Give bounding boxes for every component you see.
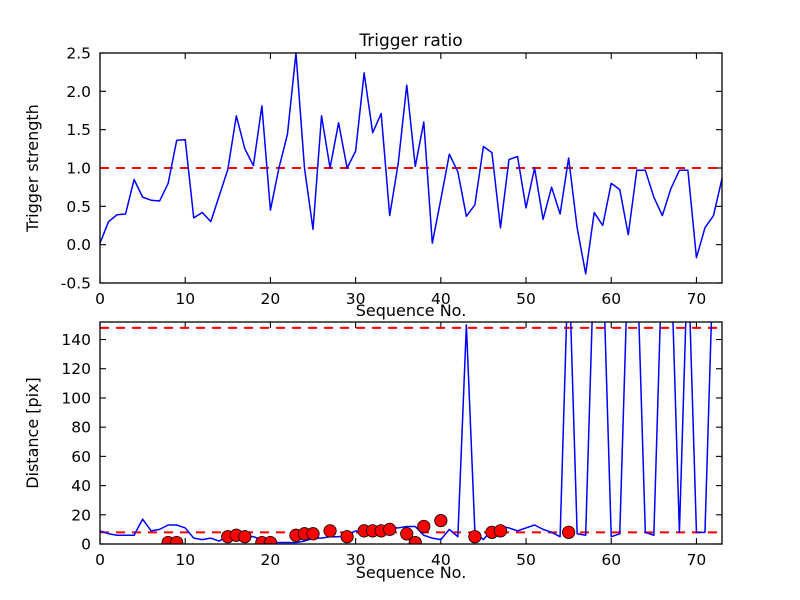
- detection-marker: [468, 530, 482, 544]
- x-axis-label-bottom: Sequence No.: [356, 563, 467, 582]
- x-tick-label: 30: [346, 551, 366, 569]
- x-tick-label: 70: [687, 290, 707, 308]
- y-tick-label: 100: [61, 389, 91, 407]
- x-tick-label: 50: [516, 551, 536, 569]
- x-tick-label: 30: [346, 290, 366, 308]
- detection-marker: [383, 522, 397, 536]
- y-tick-label: -0.5: [61, 275, 91, 293]
- chart-title: Trigger ratio: [358, 31, 462, 51]
- x-tick-label: 40: [431, 551, 451, 569]
- y-axis-label-top: Trigger strength: [23, 104, 42, 233]
- distance-line: [100, 322, 713, 544]
- detection-marker: [400, 527, 414, 541]
- x-tick-label: 50: [516, 290, 536, 308]
- detection-marker: [263, 535, 278, 544]
- plot-frame-bottom: [99, 321, 723, 545]
- detection-marker: [434, 514, 448, 528]
- y-tick-label: 20: [71, 506, 91, 524]
- y-axis-tick-labels-top: -0.5 0.0 0.5 1.0 1.5 2.0 2.5: [61, 45, 91, 293]
- x-tick-label: 40: [431, 290, 451, 308]
- x-tick-label: 10: [175, 290, 195, 308]
- x-axis-tick-labels-top: 0 10 20 30 40 50 60 70: [95, 290, 706, 308]
- y-tick-label: 0.0: [66, 236, 91, 254]
- y-tick-label: 1.0: [66, 160, 91, 178]
- y-tick-label: 60: [71, 448, 91, 466]
- x-tick-label: 70: [687, 551, 707, 569]
- detection-marker: [417, 519, 431, 534]
- detection-marker: [170, 535, 184, 544]
- x-axis-label-top: Sequence No.: [356, 301, 467, 320]
- detection-marker: [323, 524, 337, 538]
- y-tick-label: 1.5: [66, 121, 91, 139]
- detection-marker: [493, 524, 508, 538]
- y-axis-label-bottom: Distance [pix]: [23, 377, 42, 489]
- x-tick-label: 0: [95, 290, 105, 308]
- x-tick-label: 60: [601, 551, 621, 569]
- y-tick-label: 140: [61, 331, 91, 349]
- y-tick-label: 120: [61, 360, 91, 378]
- x-tick-label: 10: [175, 551, 195, 569]
- y-axis-tick-labels-bottom: 0 20 40 60 80 100 120 140: [61, 331, 91, 553]
- plot-frame-top: [99, 52, 723, 284]
- detection-marker: [562, 525, 576, 539]
- x-tick-label: 20: [261, 290, 281, 308]
- panel-distance: 0 20 40 60 80 100 120 140 0 10 20 30 40 50 60 70 Dista…: [23, 321, 723, 582]
- panel-trigger-ratio: Trigger ratio -0.5 0.0 0.5 1.0 1.5 2.0 2.5 0 10…: [23, 31, 723, 320]
- distance-detection-markers: [161, 514, 576, 544]
- trigger-strength-line: [99, 52, 723, 275]
- x-tick-label: 20: [261, 551, 281, 569]
- x-tick-label: 60: [601, 290, 621, 308]
- y-tick-label: 2.5: [66, 45, 91, 63]
- y-tick-label: 0: [81, 536, 91, 554]
- y-tick-label: 80: [71, 419, 91, 437]
- y-tick-label: 2.0: [66, 83, 91, 101]
- detection-marker: [340, 530, 354, 544]
- detection-marker: [306, 527, 320, 541]
- y-tick-label: 0.5: [66, 198, 91, 216]
- y-tick-label: 40: [71, 477, 91, 495]
- detection-marker: [408, 535, 422, 544]
- detection-marker: [238, 530, 252, 544]
- x-axis-tick-labels-bottom: 0 10 20 30 40 50 60 70: [95, 551, 706, 569]
- x-tick-label: 0: [95, 551, 105, 569]
